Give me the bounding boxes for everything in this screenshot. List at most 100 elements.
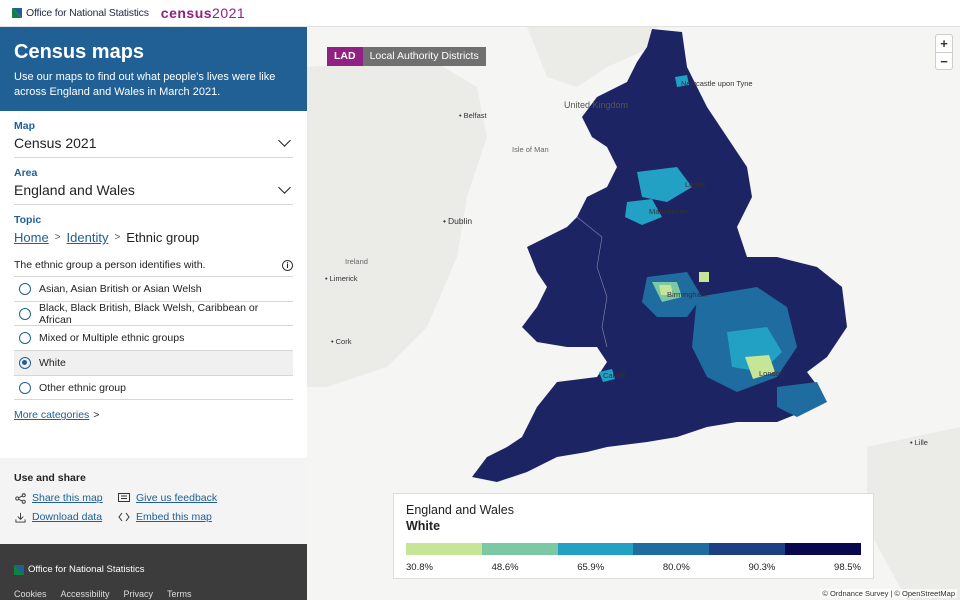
zoom-in-button[interactable]: + [940,36,948,51]
map-graphic [307,27,960,600]
area-select-label: Area [14,167,38,179]
map-legend: England and Wales White 30.8% 48.6% 65.9% 8… [393,493,874,579]
census-2021-logo[interactable]: census2021 [160,5,246,21]
legend-break-label: 48.6% [491,562,519,573]
wales-border [576,216,608,348]
place-label-newcastle: Newcastle upon Tyne [681,79,753,88]
category-option-label: Asian, Asian British or Asian Welsh [39,282,202,295]
place-label-uk: United Kingdom [564,100,629,110]
birmingham-centre-area [659,285,673,295]
ireland-landmass [307,57,487,387]
category-option[interactable]: Other ethnic group [14,376,293,401]
category-option[interactable]: White [14,351,293,376]
breadcrumb-home-link[interactable]: Home [14,230,49,245]
ons-logo-icon [12,8,22,18]
radio-selected-icon[interactable] [19,356,31,369]
share-title: Use and share [14,472,86,484]
area-select[interactable]: Area England and Wales [14,158,293,205]
download-data-button[interactable]: Download data [14,511,118,523]
newcastle-area [675,75,689,87]
ons-logo-icon [14,564,24,575]
radio-icon[interactable] [19,307,31,320]
info-icon[interactable]: i [282,259,293,271]
category-option[interactable]: Mixed or Multiple ethnic groups [14,326,293,352]
map-select[interactable]: Map Census 2021 [14,111,293,158]
place-label-manchester: Manchester [649,207,689,216]
place-label-leeds: Leeds [685,180,706,189]
place-label-cardiff: Cardiff [603,371,625,380]
footer-link-cookies[interactable]: Cookies [14,589,47,599]
legend-swatch [481,543,558,555]
footer-links: Cookies Accessibility Privacy Terms [14,589,293,599]
radio-icon[interactable] [19,332,31,345]
map-select-value: Census 2021 [14,135,97,151]
radio-icon[interactable] [19,282,31,295]
footer: Office for National Statistics Cookies A… [0,544,307,600]
legend-break-label: 90.3% [748,562,776,573]
scotland-landmass [527,27,657,87]
footer-link-terms[interactable]: Terms [167,589,192,599]
geography-level-badge[interactable]: LAD Local Authority Districts [327,47,486,66]
embed-map-button[interactable]: Embed this map [118,511,278,523]
hero-panel: Census maps Use our maps to find out wha… [0,27,307,111]
topic-question-text: The ethnic group a person identifies wit… [14,259,206,271]
cardiff-area [599,369,615,382]
map-attribution[interactable]: © Ordnance Survey | © OpenStreetMap [820,589,957,598]
breadcrumb-separator: > [54,232,61,243]
chevron-right-icon: > [93,409,100,422]
category-option-label: White [39,356,66,369]
footer-link-accessibility[interactable]: Accessibility [60,589,110,599]
place-label-cork: Cork [331,337,352,346]
share-icon [14,492,26,504]
legend-break-label: 98.5% [834,562,861,573]
south-coast-region [777,382,827,417]
more-categories: More categories > [14,409,293,421]
top-header: Office for National Statistics census202… [0,0,960,27]
ons-logo-text: Office for National Statistics [26,7,149,19]
chevron-down-icon[interactable] [278,181,291,194]
share-map-button[interactable]: Share this map [14,492,118,504]
more-categories-link[interactable]: More categories [14,409,90,422]
category-option[interactable]: Asian, Asian British or Asian Welsh [14,277,293,302]
legend-color-bar [406,543,861,555]
legend-swatch [633,543,710,555]
page-title: Census maps [14,41,145,63]
place-label-belfast: Belfast [459,111,487,120]
footer-ons-logo[interactable]: Office for National Statistics [14,564,293,575]
legend-swatch [406,543,482,555]
place-label-london: London [759,369,785,378]
chevron-down-icon[interactable] [278,134,291,147]
place-label-dublin: Dublin [443,216,472,226]
category-option[interactable]: Black, Black British, Black Welsh, Carib… [14,302,293,327]
breadcrumb-current: Ethnic group [126,230,200,245]
ons-logo[interactable]: Office for National Statistics [12,7,149,19]
legend-break-label: 30.8% [406,562,433,573]
zoom-out-button[interactable]: − [936,52,952,69]
legend-swatch [785,543,861,555]
footer-link-privacy[interactable]: Privacy [123,589,154,599]
topic-section: Topic Home > Identity > Ethnic group [14,205,293,245]
breadcrumb: Home > Identity > Ethnic group [14,230,293,245]
map-select-label: Map [14,120,35,132]
legend-swatch [709,543,786,555]
manchester-area [625,199,662,225]
france-landmass [867,427,960,600]
england-wales-region [472,29,847,482]
legend-swatch [557,543,634,555]
download-icon [14,511,26,523]
legend-breaks: 30.8% 48.6% 65.9% 80.0% 90.3% 98.5% [406,562,861,573]
area-select-value: England and Wales [14,182,135,198]
place-label-ireland: Ireland [345,257,368,266]
london-centre-area [745,355,775,379]
radio-icon[interactable] [19,381,31,394]
yorkshire-area [637,167,692,202]
place-label-limerick: Limerick [325,274,358,283]
sidebar: Census maps Use our maps to find out wha… [0,27,307,600]
map-canvas[interactable]: Newcastle upon Tyne United Kingdom Belfa… [307,27,960,600]
feedback-button[interactable]: Give us feedback [118,492,278,504]
topic-label: Topic [14,214,42,226]
breadcrumb-identity-link[interactable]: Identity [66,230,109,245]
legend-area: England and Wales [406,503,514,517]
breadcrumb-separator: > [114,232,121,243]
geography-name: Local Authority Districts [362,47,486,66]
